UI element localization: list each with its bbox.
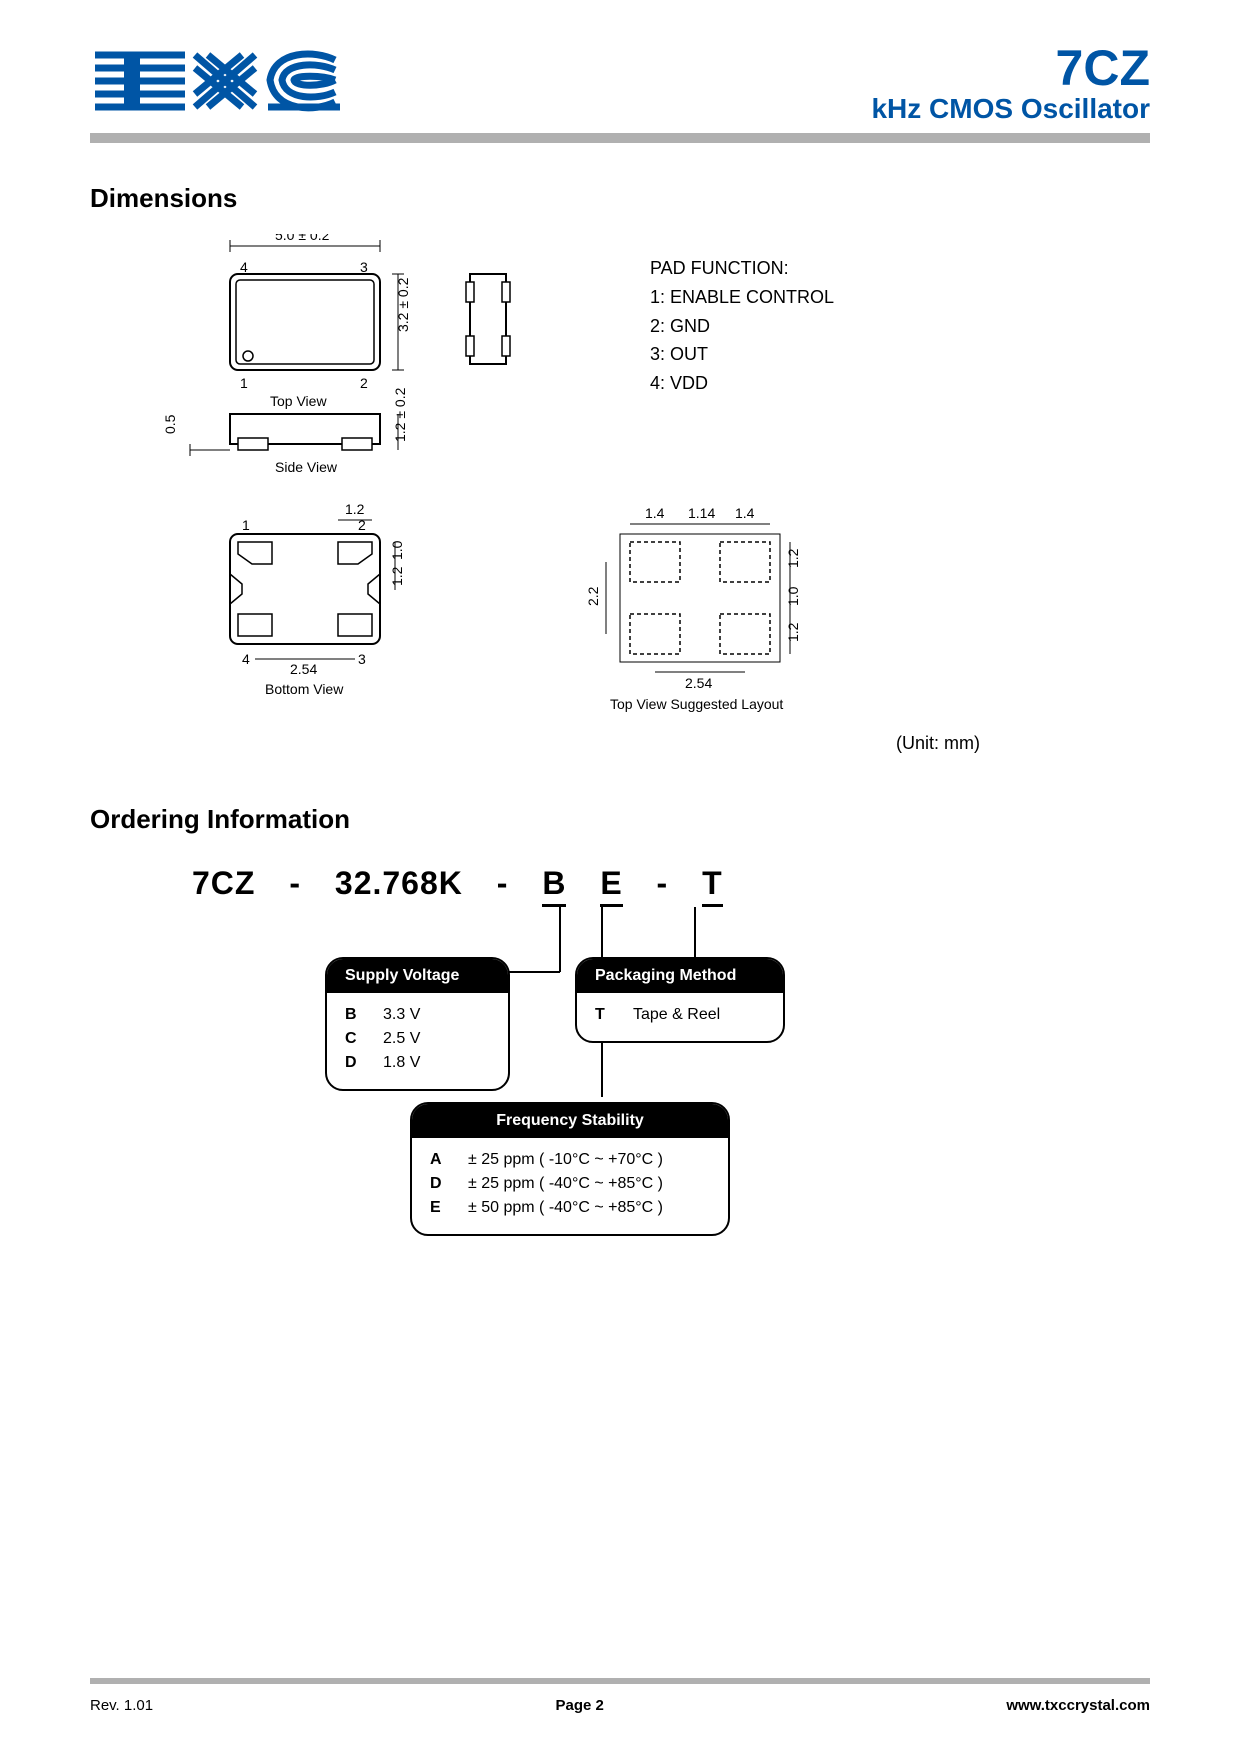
svg-text:Side View: Side View xyxy=(275,459,338,475)
dimensions-title: Dimensions xyxy=(90,183,1150,214)
svg-text:1.14: 1.14 xyxy=(688,505,715,521)
svg-text:1: 1 xyxy=(240,375,248,391)
packaging-row: T Tape & Reel xyxy=(595,1003,765,1027)
txc-logo xyxy=(90,40,360,125)
option-value: Tape & Reel xyxy=(633,1003,720,1027)
option-code: B xyxy=(345,1003,365,1027)
supply-voltage-box: Supply Voltage B 3.3 V C 2.5 V D 1.8 V xyxy=(325,957,510,1091)
svg-text:3: 3 xyxy=(358,651,366,667)
svg-text:1: 1 xyxy=(242,517,250,533)
packaging-title: Packaging Method xyxy=(577,959,783,993)
header-divider xyxy=(90,133,1150,143)
option-code: D xyxy=(430,1172,450,1196)
svg-text:1.2: 1.2 xyxy=(389,566,405,586)
svg-text:2: 2 xyxy=(360,375,368,391)
dimensions-area: PAD FUNCTION: 1: ENABLE CONTROL 2: GND 3… xyxy=(90,234,1150,754)
svg-text:2.2: 2.2 xyxy=(585,586,601,606)
option-code: E xyxy=(430,1196,450,1220)
code-dash-2: - xyxy=(497,865,509,902)
page-footer: Rev. 1.01 Page 2 www.txccrystal.com xyxy=(90,1697,1150,1714)
code-dash-3: - xyxy=(657,865,669,902)
option-value: ± 25 ppm ( -10°C ~ +70°C ) xyxy=(468,1148,663,1172)
svg-text:4: 4 xyxy=(242,651,250,667)
option-code: C xyxy=(345,1027,365,1051)
freq-stability-title: Frequency Stability xyxy=(412,1104,728,1138)
supply-voltage-row: B 3.3 V xyxy=(345,1003,490,1027)
header-right: 7CZ kHz CMOS Oscillator xyxy=(871,43,1150,125)
option-value: 1.8 V xyxy=(383,1051,420,1075)
supply-voltage-row: C 2.5 V xyxy=(345,1027,490,1051)
svg-text:2: 2 xyxy=(358,517,366,533)
option-code: T xyxy=(595,1003,615,1027)
svg-text:2.54: 2.54 xyxy=(685,675,712,691)
part-subtitle: kHz CMOS Oscillator xyxy=(871,93,1150,125)
freq-stability-row: A ± 25 ppm ( -10°C ~ +70°C ) xyxy=(430,1148,710,1172)
supply-voltage-row: D 1.8 V xyxy=(345,1051,490,1075)
footer-divider xyxy=(90,1678,1150,1684)
svg-text:1.0: 1.0 xyxy=(785,586,801,606)
ordering-area: 7CZ - 32.768K - B E - T Supply Voltage xyxy=(90,865,1150,1337)
option-code: D xyxy=(345,1051,365,1075)
option-value: ± 25 ppm ( -40°C ~ +85°C ) xyxy=(468,1172,663,1196)
code-e: E xyxy=(600,865,622,907)
svg-text:1.4: 1.4 xyxy=(645,505,665,521)
svg-text:1.4: 1.4 xyxy=(735,505,755,521)
svg-text:3: 3 xyxy=(360,259,368,275)
svg-text:5.0 ± 0.2: 5.0 ± 0.2 xyxy=(275,234,330,243)
svg-text:1.0: 1.0 xyxy=(389,540,405,560)
svg-text:Top View: Top View xyxy=(270,393,327,409)
part-number: 7CZ xyxy=(871,43,1150,93)
footer-url: www.txccrystal.com xyxy=(1006,1697,1150,1714)
svg-text:1.2: 1.2 xyxy=(345,501,365,517)
code-t: T xyxy=(702,865,723,907)
supply-voltage-title: Supply Voltage xyxy=(327,959,508,993)
code-freq: 32.768K xyxy=(335,865,463,902)
svg-text:Bottom View: Bottom View xyxy=(265,681,344,697)
option-code: A xyxy=(430,1148,450,1172)
code-b: B xyxy=(542,865,566,907)
code-prefix: 7CZ xyxy=(192,865,255,902)
svg-text:1.2 ± 0.2: 1.2 ± 0.2 xyxy=(392,387,408,442)
footer-rev: Rev. 1.01 xyxy=(90,1697,153,1714)
svg-text:3.2 ± 0.2: 3.2 ± 0.2 xyxy=(395,277,411,332)
svg-text:2.54: 2.54 xyxy=(290,661,317,677)
code-dash-1: - xyxy=(289,865,301,902)
svg-text:4: 4 xyxy=(240,259,248,275)
packaging-box: Packaging Method T Tape & Reel xyxy=(575,957,785,1043)
option-value: 2.5 V xyxy=(383,1027,420,1051)
option-boxes: Supply Voltage B 3.3 V C 2.5 V D 1.8 V xyxy=(90,957,1150,1337)
option-value: 3.3 V xyxy=(383,1003,420,1027)
freq-stability-row: D ± 25 ppm ( -40°C ~ +85°C ) xyxy=(430,1172,710,1196)
svg-text:Top View Suggested Layout: Top View Suggested Layout xyxy=(610,696,783,712)
ordering-title: Ordering Information xyxy=(90,804,1150,835)
freq-stability-box: Frequency Stability A ± 25 ppm ( -10°C ~… xyxy=(410,1102,730,1236)
ordering-code: 7CZ - 32.768K - B E - T xyxy=(180,865,1150,907)
dimension-drawings: 4 3 1 2 Top View 5.0 ± 0.2 3.2 ± 0.2 xyxy=(130,234,1030,754)
option-value: ± 50 ppm ( -40°C ~ +85°C ) xyxy=(468,1196,663,1220)
footer-page: Page 2 xyxy=(556,1697,604,1714)
svg-text:1.2: 1.2 xyxy=(785,622,801,642)
freq-stability-row: E ± 50 ppm ( -40°C ~ +85°C ) xyxy=(430,1196,710,1220)
page-header: 7CZ kHz CMOS Oscillator xyxy=(90,40,1150,125)
svg-text:1.2: 1.2 xyxy=(785,548,801,568)
svg-text:0.5: 0.5 xyxy=(162,414,178,434)
